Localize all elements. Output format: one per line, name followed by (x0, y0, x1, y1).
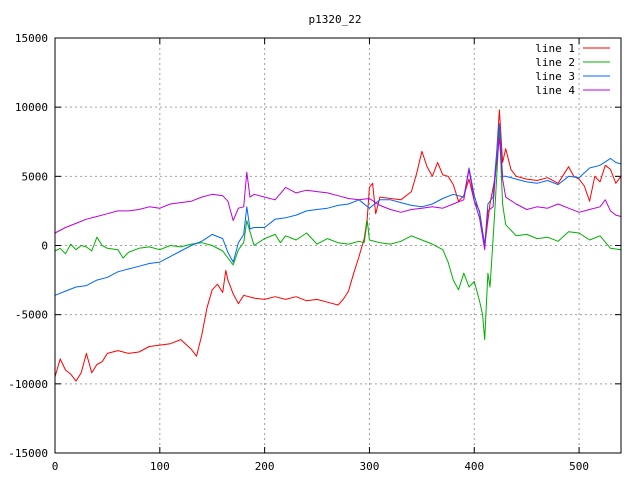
legend-label-2: line 2 (535, 56, 575, 69)
ticks (54, 37, 621, 454)
chart-title: p1320_22 (309, 13, 362, 26)
tick-labels: 0 100 200 300 400 500 -15000 -10000 -5000 0 5000 10… (8, 32, 589, 473)
y-tick-label: 15000 (15, 32, 48, 45)
series-layer (54, 109, 622, 382)
legend-label-3: line 3 (535, 70, 575, 83)
y-tick-label: 5000 (22, 170, 49, 183)
legend-label-1: line 1 (535, 42, 575, 55)
x-tick-label: 0 (52, 460, 59, 473)
series-line-2 (54, 127, 622, 341)
y-tick-label: -15000 (8, 447, 48, 460)
series-line-4 (54, 137, 622, 251)
y-tick-label: -10000 (8, 378, 48, 391)
x-tick-label: 200 (255, 460, 275, 473)
legend-label-4: line 4 (535, 84, 575, 97)
x-tick-label: 400 (464, 460, 484, 473)
y-tick-label: 10000 (15, 101, 48, 114)
x-tick-label: 300 (360, 460, 380, 473)
y-tick-label: -5000 (15, 309, 48, 322)
y-tick-label: 0 (41, 240, 48, 253)
x-tick-label: 100 (150, 460, 170, 473)
series-line-3 (54, 123, 622, 296)
grid (55, 38, 621, 453)
x-tick-label: 500 (569, 460, 589, 473)
